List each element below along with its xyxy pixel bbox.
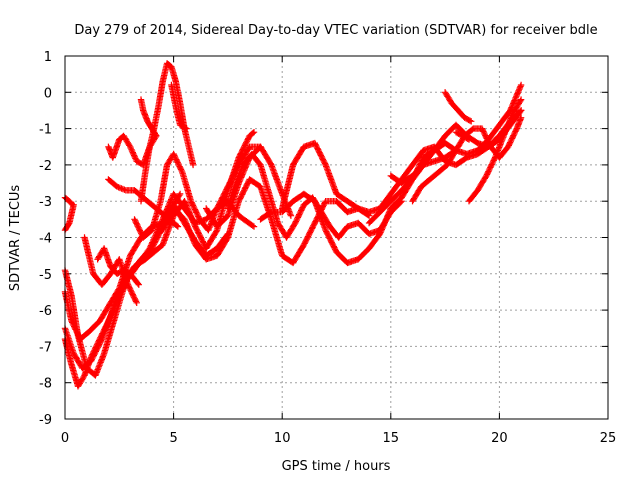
y-tick-label: -2 bbox=[39, 159, 52, 174]
x-tick-label: 20 bbox=[491, 431, 508, 446]
y-tick-label: -1 bbox=[39, 123, 52, 138]
series-markers bbox=[452, 129, 473, 143]
series-8 bbox=[94, 245, 142, 288]
series-24 bbox=[465, 96, 525, 205]
series-markers bbox=[131, 143, 264, 241]
y-tick-label: -9 bbox=[39, 413, 52, 428]
y-tick-label: -3 bbox=[39, 195, 52, 210]
x-tick-label: 0 bbox=[61, 431, 69, 446]
series-markers bbox=[441, 89, 475, 125]
x-tick-label: 10 bbox=[274, 431, 291, 446]
series-markers bbox=[168, 81, 190, 132]
x-tick-label: 5 bbox=[169, 431, 177, 446]
axis-ticks: 0 5 10 15 20 25 -9 -8 -7 -6 -5 -4 -3 -2 -1 0 1 bbox=[39, 50, 616, 446]
y-tick-label: -6 bbox=[39, 304, 52, 319]
y-tick-label: -4 bbox=[39, 232, 52, 247]
series-14 bbox=[168, 81, 190, 132]
y-tick-label: 0 bbox=[44, 86, 52, 101]
y-tick-label: -8 bbox=[39, 377, 52, 392]
series-13 bbox=[137, 96, 160, 140]
x-tick-label: 15 bbox=[383, 431, 400, 446]
y-tick-label: 1 bbox=[44, 50, 52, 65]
series-markers bbox=[94, 245, 142, 288]
series-markers bbox=[137, 96, 160, 140]
series-12 bbox=[137, 60, 197, 205]
x-tick-label: 25 bbox=[600, 431, 617, 446]
series-11 bbox=[131, 143, 264, 241]
y-tick-label: -5 bbox=[39, 268, 52, 283]
series-markers bbox=[465, 96, 525, 205]
x-axis-label: GPS time / hours bbox=[282, 459, 391, 474]
y-tick-label: -7 bbox=[39, 340, 52, 355]
series-25 bbox=[452, 129, 473, 143]
chart-title: Day 279 of 2014, Sidereal Day-to-day VTE… bbox=[74, 23, 597, 38]
data-points bbox=[61, 60, 525, 390]
plot-frame bbox=[64, 55, 609, 420]
series-23 bbox=[441, 89, 475, 125]
y-axis-label: SDTVAR / TECUs bbox=[8, 185, 23, 292]
series-markers bbox=[137, 60, 197, 205]
